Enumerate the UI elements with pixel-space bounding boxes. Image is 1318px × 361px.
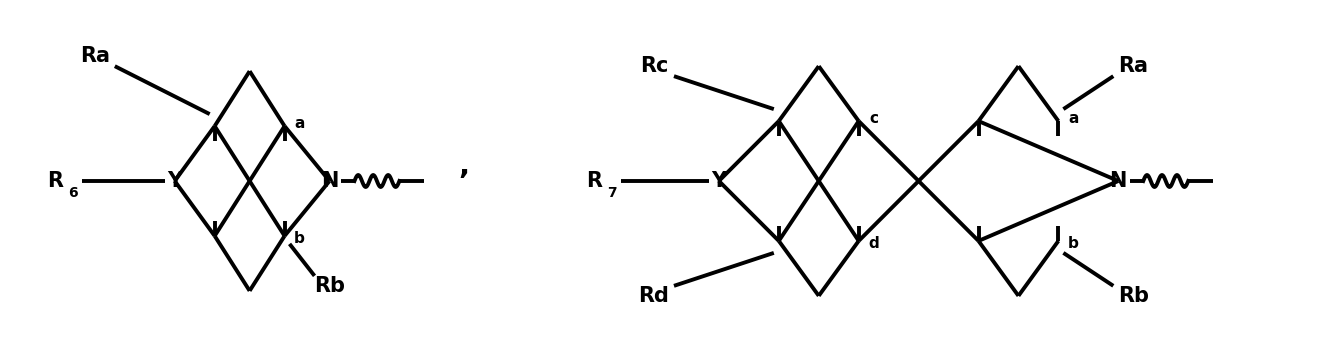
Text: Ra: Ra [80, 46, 109, 66]
Text: d: d [869, 236, 879, 251]
Text: b: b [1068, 236, 1079, 251]
Text: ,: , [459, 152, 469, 180]
Text: a: a [294, 116, 304, 131]
Text: Y: Y [167, 171, 182, 191]
Text: R: R [587, 171, 602, 191]
Text: Rd: Rd [638, 286, 670, 306]
Text: Rb: Rb [314, 276, 345, 296]
Text: b: b [294, 231, 304, 247]
Text: Rc: Rc [639, 56, 668, 76]
Text: c: c [869, 110, 878, 126]
Text: Rb: Rb [1118, 286, 1149, 306]
Text: 6: 6 [69, 186, 78, 200]
Text: a: a [1068, 110, 1078, 126]
Text: N: N [1110, 171, 1127, 191]
Text: N: N [320, 171, 339, 191]
Text: Ra: Ra [1118, 56, 1148, 76]
Text: R: R [47, 171, 63, 191]
Text: 7: 7 [608, 186, 617, 200]
Text: Y: Y [712, 171, 726, 191]
